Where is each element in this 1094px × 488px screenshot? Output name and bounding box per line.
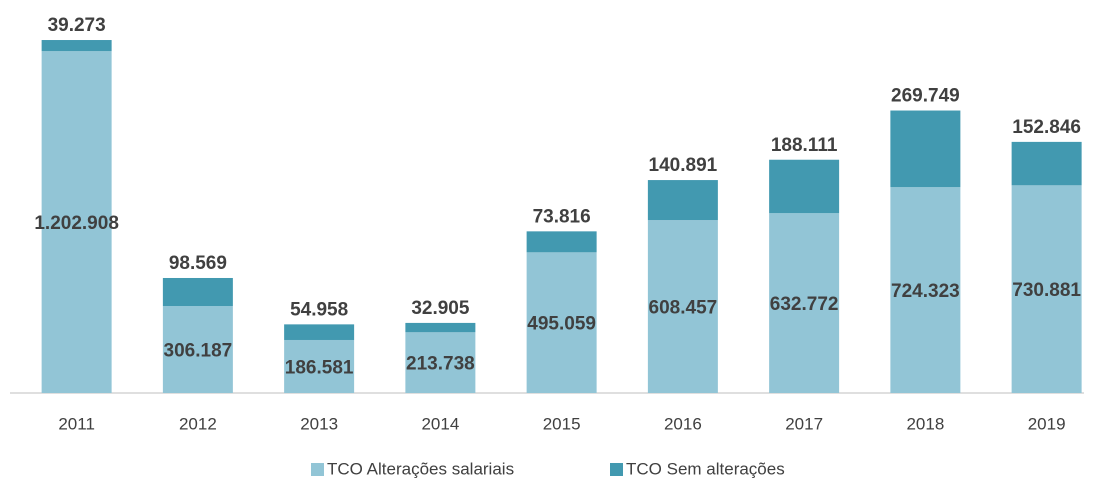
data-label: 1.202.908 <box>34 213 119 234</box>
x-tick-label: 2012 <box>179 414 217 433</box>
legend-swatch <box>311 463 324 476</box>
legend-label: TCO Sem alterações <box>626 459 785 478</box>
x-tick-label: 2019 <box>1028 414 1066 433</box>
data-label: 269.749 <box>891 86 960 107</box>
legend-swatch <box>610 463 623 476</box>
legend-label: TCO Alterações salariais <box>327 459 514 478</box>
data-label: 39.273 <box>48 15 106 36</box>
data-label: 213.738 <box>406 354 475 375</box>
bar-segment <box>284 339 355 393</box>
data-label: 724.323 <box>891 281 960 302</box>
data-label: 98.569 <box>169 253 227 274</box>
data-label: 186.581 <box>285 358 354 379</box>
bar-segment <box>405 332 476 393</box>
bar-segment <box>284 324 355 340</box>
bar-segment <box>769 159 840 214</box>
data-label: 140.891 <box>649 155 718 176</box>
x-tick-label: 2016 <box>664 414 702 433</box>
data-label: 32.905 <box>411 298 470 319</box>
x-tick-label: 2017 <box>785 414 823 433</box>
data-label: 730.881 <box>1012 280 1081 301</box>
data-label: 495.059 <box>527 314 596 335</box>
bar-segment <box>526 231 597 253</box>
bar-segment <box>162 305 233 393</box>
bar-segment <box>405 322 476 333</box>
bar-segment <box>41 40 112 52</box>
data-label: 632.772 <box>770 294 839 315</box>
bar-segment <box>647 180 718 221</box>
bar-segment <box>526 252 597 393</box>
x-tick-label: 2014 <box>421 414 459 433</box>
bar-segment <box>1011 185 1082 393</box>
data-label: 188.111 <box>771 135 838 156</box>
data-label: 73.816 <box>533 206 591 227</box>
data-label: 306.187 <box>164 341 233 362</box>
data-label: 152.846 <box>1012 117 1081 138</box>
bar-segment <box>1011 141 1082 186</box>
x-tick-label: 2018 <box>906 414 944 433</box>
bar-segment <box>890 110 961 188</box>
x-tick-label: 2013 <box>300 414 338 433</box>
bar-segment <box>162 277 233 306</box>
bar-segment <box>769 213 840 393</box>
x-tick-label: 2015 <box>543 414 581 433</box>
bar-segment <box>41 51 112 393</box>
data-label: 54.958 <box>290 299 348 320</box>
bar-segment <box>890 187 961 393</box>
data-label: 608.457 <box>649 298 718 319</box>
bar-segment <box>647 220 718 393</box>
x-tick-label: 2011 <box>58 414 95 433</box>
